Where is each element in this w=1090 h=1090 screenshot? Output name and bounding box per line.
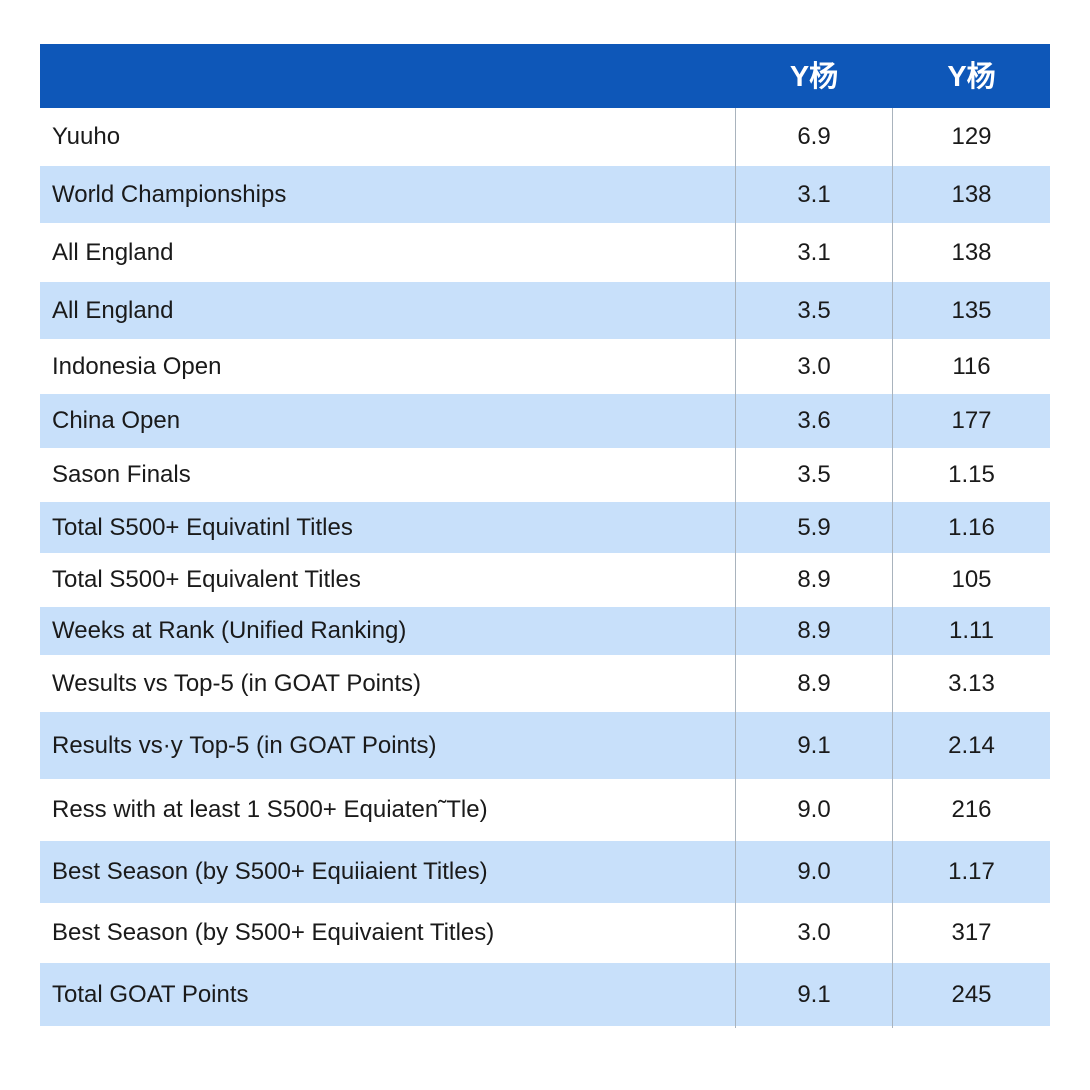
- table-header: Y杨 Y杨: [40, 44, 1050, 108]
- row-label: Sason Finals: [52, 461, 191, 488]
- column-divider-2: [892, 108, 893, 1028]
- row-value-1: 3.0: [797, 919, 831, 946]
- table-row: Ress with at least 1 S500+ Equiaten˜Tle)…: [40, 779, 1050, 841]
- table-row: Yuuho 6.9 129: [40, 108, 1050, 166]
- row-value-2: 138: [951, 238, 992, 266]
- row-label: Weeks at Rank (Unified Ranking): [52, 617, 407, 644]
- row-value-2: 105: [951, 566, 992, 593]
- row-label: Ress with at least 1 S500+ Equiaten˜Tle): [52, 796, 488, 823]
- column-header-2: Y杨: [947, 61, 996, 93]
- table-row: China Open 3.6 177: [40, 394, 1050, 448]
- row-value-2: 1.11: [949, 617, 994, 644]
- row-label: Indonesia Open: [52, 352, 222, 380]
- row-value-2: 129: [951, 123, 992, 150]
- row-value-1: 9.0: [797, 796, 831, 823]
- row-value-2: 2.14: [948, 731, 995, 759]
- row-value-1: 3.6: [797, 407, 831, 434]
- row-value-2: 3.13: [948, 669, 995, 697]
- row-value-2: 1.16: [948, 513, 995, 541]
- row-value-2: 216: [951, 796, 992, 823]
- row-value-2: 138: [951, 180, 992, 208]
- table-row: Best Season (by S500+ Equiiaient Titles)…: [40, 841, 1050, 903]
- table-row: Results vs·у Top-5 (in GOAT Points) 9.1 2.…: [40, 712, 1050, 779]
- row-value-1: 8.9: [797, 669, 831, 697]
- row-value-2: 135: [951, 296, 992, 324]
- row-value-1: 5.9: [797, 513, 831, 541]
- row-value-1: 9.1: [797, 731, 831, 759]
- row-label: China Open: [52, 407, 181, 434]
- row-label: Best Season (by S500+ Equiiaient Titles): [52, 858, 488, 885]
- row-value-2: 317: [951, 919, 992, 946]
- table-row: Indonesia Open 3.0 116: [40, 339, 1050, 394]
- table-row: Total S500+ Equivatinl Titles 5.9 1.16: [40, 502, 1050, 553]
- row-label: Yuuho: [52, 123, 121, 150]
- data-table: Y杨 Y杨 Yuuho 6.9 129 World Championships 3.1 1…: [40, 44, 1050, 1026]
- row-value-1: 6.9: [797, 123, 831, 150]
- row-label: Total S500+ Equivalent Titles: [52, 566, 361, 593]
- row-value-1: 3.1: [797, 238, 831, 266]
- table-row: Total S500+ Equivalent Titles 8.9 105: [40, 553, 1050, 607]
- row-label: Total S500+ Equivatinl Titles: [52, 513, 353, 541]
- row-label: Results vs·у Top-5 (in GOAT Points): [52, 731, 437, 759]
- row-value-1: 8.9: [797, 566, 831, 593]
- row-value-1: 9.0: [797, 858, 831, 885]
- table-row: All England 3.1 138: [40, 223, 1050, 282]
- row-value-1: 9.1: [797, 980, 831, 1008]
- table-row: Sason Finals 3.5 1.15: [40, 448, 1050, 502]
- column-divider-1: [735, 108, 736, 1028]
- table-row: Total GOAT Points 9.1 245: [40, 963, 1050, 1026]
- row-label: Best Season (by S500+ Equivaient Titles): [52, 919, 495, 946]
- row-label: Total GOAT Points: [52, 980, 249, 1008]
- row-value-2: 245: [951, 980, 992, 1008]
- row-label: All England: [52, 296, 174, 324]
- table-row: Weeks at Rank (Unified Ranking) 8.9 1.11: [40, 607, 1050, 655]
- row-label: All England: [52, 238, 174, 266]
- table-row: Wesults vs Top-5 (in GOAT Points) 8.9 3.13: [40, 655, 1050, 712]
- table-row: Best Season (by S500+ Equivaient Titles)…: [40, 903, 1050, 963]
- table-body: Yuuho 6.9 129 World Championships 3.1 138 All …: [40, 108, 1050, 1026]
- row-label: World Championships: [52, 180, 287, 208]
- table-row: All England 3.5 135: [40, 282, 1050, 339]
- row-label: Wesults vs Top-5 (in GOAT Points): [52, 669, 422, 697]
- row-value-2: 116: [952, 352, 991, 380]
- row-value-1: 3.5: [797, 296, 831, 324]
- row-value-1: 3.5: [797, 461, 831, 488]
- row-value-1: 3.0: [797, 352, 831, 380]
- column-header-1: Y杨: [789, 61, 839, 93]
- row-value-1: 3.1: [797, 180, 831, 208]
- row-value-2: 177: [951, 407, 992, 434]
- row-value-1: 8.9: [797, 617, 831, 644]
- row-value-2: 1.17: [948, 858, 995, 885]
- table-row: World Championships 3.1 138: [40, 166, 1050, 223]
- row-value-2: 1.15: [948, 461, 995, 488]
